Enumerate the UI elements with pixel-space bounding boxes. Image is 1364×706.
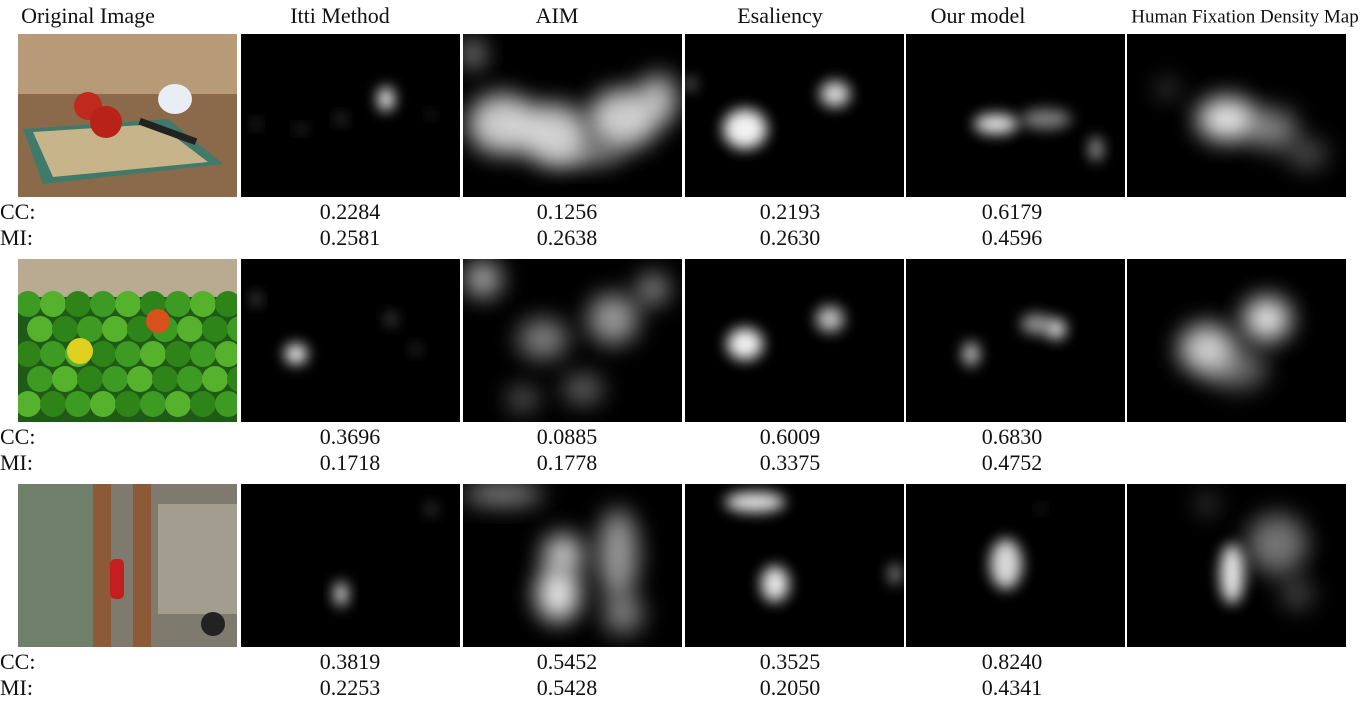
- saliency-map: [241, 34, 460, 197]
- column-header: Itti Method: [290, 3, 390, 28]
- column-header: Human Fixation Density Map: [1131, 6, 1358, 27]
- original-image: [18, 34, 237, 197]
- cc-value: 0.8240: [982, 649, 1043, 674]
- cc-value: 0.6179: [982, 199, 1043, 224]
- mi-value: 0.1778: [537, 450, 598, 475]
- saliency-map: [1127, 484, 1346, 647]
- mi-value: 0.2253: [320, 675, 381, 700]
- figure: Original Image Itti Method AIM Esaliency Our…: [0, 0, 1364, 706]
- mi-value: 0.2638: [537, 225, 598, 250]
- mi-label: MI:: [0, 450, 33, 475]
- saliency-map: [463, 484, 682, 647]
- mi-value: 0.2050: [760, 675, 821, 700]
- mi-value: 0.4596: [982, 225, 1043, 250]
- saliency-map: [463, 34, 682, 197]
- saliency-map: [685, 484, 904, 647]
- saliency-map: [684, 34, 904, 197]
- saliency-map: [906, 484, 1125, 647]
- cc-value: 0.5452: [537, 649, 598, 674]
- column-header: Original Image: [21, 3, 155, 28]
- column-header: Esaliency: [737, 3, 823, 28]
- cc-value: 0.2284: [320, 199, 381, 224]
- cc-value: 0.1256: [537, 199, 598, 224]
- mi-label: MI:: [0, 225, 33, 250]
- saliency-map: [1127, 259, 1346, 422]
- cc-value: 0.3819: [320, 649, 381, 674]
- cc-value: 0.3696: [320, 424, 381, 449]
- cc-value: 0.2193: [760, 199, 821, 224]
- saliency-map: [906, 259, 1125, 422]
- cc-value: 0.3525: [760, 649, 821, 674]
- saliency-map: [685, 259, 904, 422]
- mi-value: 0.5428: [537, 675, 598, 700]
- cc-label: CC:: [0, 424, 35, 449]
- saliency-map: [241, 484, 460, 647]
- mi-value: 0.4341: [982, 675, 1043, 700]
- mi-value: 0.1718: [320, 450, 381, 475]
- saliency-map: [1127, 34, 1346, 197]
- mi-value: 0.2630: [760, 225, 821, 250]
- cc-label: CC:: [0, 199, 35, 224]
- column-header: Our model: [931, 3, 1026, 28]
- original-image: [15, 259, 253, 422]
- cc-value: 0.0885: [537, 424, 598, 449]
- mi-label: MI:: [0, 675, 33, 700]
- saliency-map: [463, 259, 682, 422]
- saliency-map: [906, 34, 1125, 197]
- cc-label: CC:: [0, 649, 35, 674]
- column-header: AIM: [536, 3, 579, 28]
- original-image: [18, 484, 237, 647]
- cc-value: 0.6830: [982, 424, 1043, 449]
- mi-value: 0.4752: [982, 450, 1043, 475]
- mi-value: 0.3375: [760, 450, 821, 475]
- cc-value: 0.6009: [760, 424, 821, 449]
- mi-value: 0.2581: [320, 225, 381, 250]
- saliency-map: [241, 259, 460, 422]
